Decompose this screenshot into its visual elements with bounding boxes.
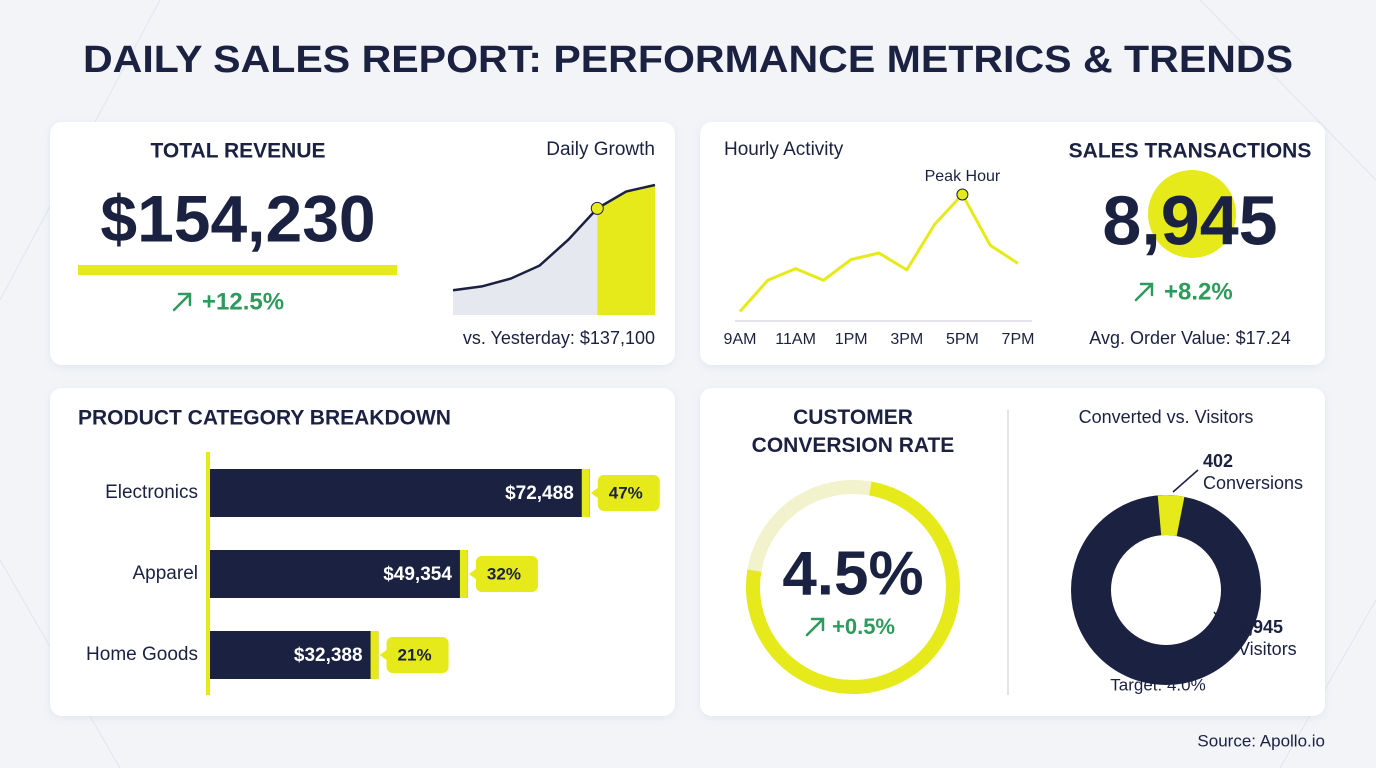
bar [210, 550, 468, 598]
share-label: 21% [398, 645, 432, 664]
leader-line [1172, 469, 1199, 493]
share-badge [379, 637, 449, 673]
conversion-card [700, 388, 1325, 716]
category-label: Visitors [1238, 639, 1297, 659]
chart-title: PRODUCT CATEGORY BREAKDOWN [78, 407, 451, 430]
share-label: 47% [609, 483, 643, 502]
chart-title: Hourly Activity [724, 139, 844, 160]
x-tick-label: 1PM [835, 331, 868, 348]
kpi-note: Avg. Order Value: $17.24 [1089, 328, 1290, 348]
area-fill [453, 208, 598, 315]
kpi-change: +0.5% [832, 614, 895, 639]
chart-title: Converted vs. Visitors [1079, 407, 1254, 427]
page-title: DAILY SALES REPORT: PERFORMANCE METRICS … [83, 39, 1293, 81]
conversion-label: CUSTOMER CONVERSION RATE [751, 406, 955, 457]
value-label: $72,488 [505, 483, 574, 504]
up-arrow [172, 292, 192, 312]
peak-point [956, 188, 969, 201]
category-label: Electronics [105, 482, 198, 503]
up-arrow [1134, 282, 1154, 302]
gauge-arc [746, 480, 960, 695]
kpi-label: SALES TRANSACTIONS [1069, 140, 1312, 163]
share-badge [468, 556, 538, 592]
highlight-circle [1148, 170, 1236, 258]
comparison: vs. Yesterday: $137,100 [463, 328, 655, 348]
value-label: $32,388 [294, 645, 363, 666]
chart-title: Daily Growth [546, 139, 655, 160]
kpi-change: +8.2% [1164, 278, 1233, 305]
value-label: 402 [1203, 451, 1233, 471]
activity-line [738, 193, 1019, 313]
underline [78, 265, 397, 275]
bar [210, 631, 379, 679]
x-tick-label: 11AM [775, 331, 816, 348]
x-tick-label: 9AM [724, 331, 757, 348]
highlight-point [590, 201, 604, 215]
bar-tip [581, 469, 590, 517]
bar-tip [370, 631, 379, 679]
bar-tip [459, 550, 468, 598]
kpi-change: +12.5% [202, 288, 284, 315]
x-tick-label: 3PM [890, 331, 923, 348]
x-tick-label: 5PM [946, 331, 979, 348]
annotation: Peak Hour [925, 168, 1001, 185]
category-label: Conversions [1203, 473, 1303, 493]
share-label: 32% [487, 564, 521, 583]
leader-line [1213, 611, 1235, 637]
category-label: Apparel [133, 563, 199, 584]
up-arrow [805, 617, 825, 637]
bar [210, 469, 590, 517]
value-label: $49,354 [383, 564, 452, 585]
donut-slice [1071, 495, 1261, 685]
kpi-value: $154,230 [100, 181, 375, 255]
category-label: Home Goods [86, 644, 198, 665]
kpi-value: 4.5% [782, 539, 923, 608]
kpi-label: TOTAL REVENUE [150, 140, 325, 163]
kpi-value: 8,945 [1102, 181, 1277, 259]
note: Target: 4.0% [1110, 675, 1205, 694]
value-label: 8,945 [1238, 617, 1283, 637]
area-fill [597, 185, 655, 315]
x-tick-label: 7PM [1002, 331, 1035, 348]
share-badge [590, 475, 660, 511]
growth-line [452, 183, 656, 292]
source: Source: Apollo.io [1197, 731, 1325, 750]
